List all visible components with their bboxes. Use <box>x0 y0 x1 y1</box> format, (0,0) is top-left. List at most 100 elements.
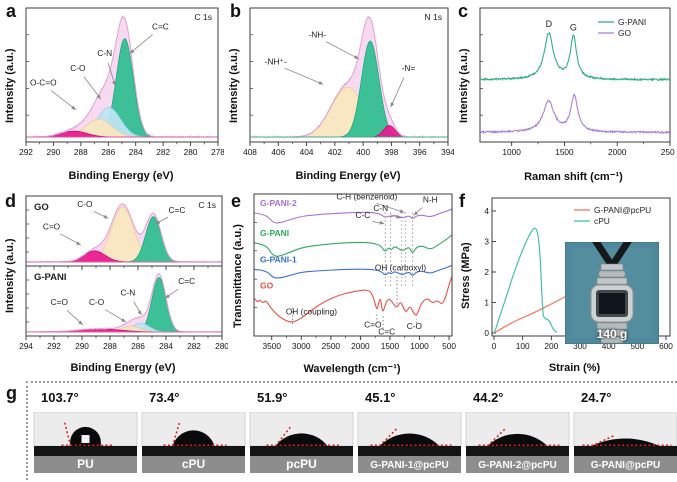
sample-label: pcPU <box>286 457 317 471</box>
panel-g-contact-angles: 103.7° PU 73.4° cPU 51.9° pcPU 45.1° G-PANI-1@p… <box>26 381 677 482</box>
svg-text:290: 290 <box>47 147 61 157</box>
series-name-label: G-PANI <box>260 228 289 238</box>
droplet-photo: cPU <box>141 412 246 473</box>
annotation-label: C-N <box>97 48 112 58</box>
contact-angle-tile: 44.2° G-PANI-2@pcPU <box>465 387 570 482</box>
panel-c-raman: Intensity (a.u.) 1000 1500 2000 2500 D G G-PAN… <box>456 2 675 188</box>
sample-bar <box>358 456 461 473</box>
panel-e-ftir: Transmittance (a.u.) G-PANI-2 G-PANI G-PAN… <box>230 190 458 380</box>
substrate <box>34 446 137 456</box>
x-axis-label: Binding Energy (eV) <box>70 362 176 374</box>
sample-bar <box>142 456 245 473</box>
annotation-label: OH (coupling) <box>286 307 337 317</box>
svg-text:288: 288 <box>103 341 117 351</box>
trace-name-label: GO <box>34 202 49 213</box>
svg-text:200: 200 <box>544 341 558 351</box>
annotation-label: O-C=O <box>30 78 57 88</box>
series-name-label: GO <box>260 280 274 290</box>
raman-series-GO <box>479 93 671 135</box>
panel-letter-f: f <box>459 191 465 211</box>
droplet-photo: G-PANI-2@pcPU <box>465 412 570 473</box>
substrate <box>466 446 569 456</box>
svg-text:300: 300 <box>573 341 587 351</box>
sample-bar <box>34 456 137 473</box>
corner-label: C 1s <box>198 200 216 210</box>
water-droplet <box>487 433 548 446</box>
annotation-label: -N= <box>402 63 416 73</box>
annotation-label: C=C <box>178 276 195 286</box>
svg-text:282: 282 <box>187 341 201 351</box>
svg-text:292: 292 <box>19 147 33 157</box>
annotation-label: C-C <box>356 210 371 220</box>
ftir-series-G-PANI <box>253 234 453 257</box>
droplet-photo: pcPU <box>249 412 354 473</box>
panel-letter-d: d <box>5 191 16 211</box>
svg-text:1000: 1000 <box>502 147 521 157</box>
panel-d-xps-stack: Intensity (a.u.) C 1s GO C-O C=O C=C 294 292 29… <box>2 190 228 380</box>
annotation-label: C-O <box>89 297 105 307</box>
svg-text:292: 292 <box>47 341 61 351</box>
svg-text:2000: 2000 <box>608 147 627 157</box>
annotation-label: C-H (benzenoid) <box>336 192 397 202</box>
water-droplet <box>591 438 660 446</box>
legend-label: G-PANI@pcPU <box>594 205 651 215</box>
annotation-label: C-N <box>121 287 136 297</box>
contact-angle-value: 51.9° <box>257 390 288 405</box>
x-axis-label: Wavelength (cm⁻¹) <box>303 363 401 375</box>
annotation-label: -NH⁺- <box>265 56 287 66</box>
x-axis-label: Binding Energy (eV) <box>295 170 401 182</box>
svg-text:0: 0 <box>484 328 489 338</box>
svg-text:288: 288 <box>74 147 88 157</box>
annotation-label: C=C <box>152 21 169 31</box>
peak-fill <box>250 86 448 138</box>
x-axis-label: Raman shift (cm⁻¹) <box>524 171 623 183</box>
svg-text:2500: 2500 <box>322 341 341 351</box>
svg-text:1: 1 <box>484 298 489 308</box>
annotation-label: C-N <box>373 203 388 213</box>
droplet-photo: G-PANI-1@pcPU <box>357 412 462 473</box>
water-droplet <box>172 430 215 446</box>
sample-label: G-PANI@pcPU <box>591 460 661 471</box>
contact-angle-value: 103.7° <box>41 390 79 405</box>
svg-text:500: 500 <box>630 341 644 351</box>
svg-text:286: 286 <box>131 341 145 351</box>
svg-text:600: 600 <box>659 341 673 351</box>
svg-text:500: 500 <box>442 341 456 351</box>
svg-text:284: 284 <box>129 147 143 157</box>
panel-letter-b: b <box>230 1 241 21</box>
watch-weight-label: 140 g <box>596 327 628 341</box>
contact-angle-value: 24.7° <box>581 390 612 405</box>
xps-c1s-chart: 292 290 288 286 284 282 280 278 C 1s C=C C-N C-O O-C… <box>19 7 224 157</box>
substrate <box>358 446 461 456</box>
svg-text:280: 280 <box>215 341 228 351</box>
svg-text:406: 406 <box>271 147 285 157</box>
svg-text:2: 2 <box>484 267 489 277</box>
sample-bar <box>250 456 353 473</box>
panel-letter-a: a <box>6 1 17 21</box>
contact-angle-value: 44.2° <box>473 390 504 405</box>
y-axis-label: Intensity (a.u.) <box>228 48 240 124</box>
svg-text:404: 404 <box>300 147 314 157</box>
svg-text:1000: 1000 <box>410 341 429 351</box>
svg-text:2000: 2000 <box>351 341 370 351</box>
corner-label: N 1s <box>424 12 442 22</box>
ftir-chart: G-PANI-2 G-PANI G-PANI-1 GO 3500 3000 2500 2000… <box>253 192 456 351</box>
peak-label: D <box>546 19 553 29</box>
substrate <box>250 446 353 456</box>
svg-text:280: 280 <box>184 147 198 157</box>
svg-text:284: 284 <box>159 341 173 351</box>
svg-text:400: 400 <box>356 147 370 157</box>
series-name-label: G-PANI-1 <box>260 255 297 265</box>
sample-label: G-PANI-2@pcPU <box>478 460 556 471</box>
panel-letter-e: e <box>231 191 242 211</box>
svg-text:408: 408 <box>243 147 257 157</box>
droplet-photo: G-PANI@pcPU <box>573 412 677 473</box>
raw-data-line <box>25 272 223 333</box>
annotation-label: OH (carboxyl) <box>375 263 426 273</box>
legend-label: G-PANI <box>618 17 646 27</box>
svg-text:100: 100 <box>516 341 530 351</box>
svg-text:282: 282 <box>156 147 170 157</box>
y-axis-label: Intensity (a.u.) <box>458 48 470 124</box>
